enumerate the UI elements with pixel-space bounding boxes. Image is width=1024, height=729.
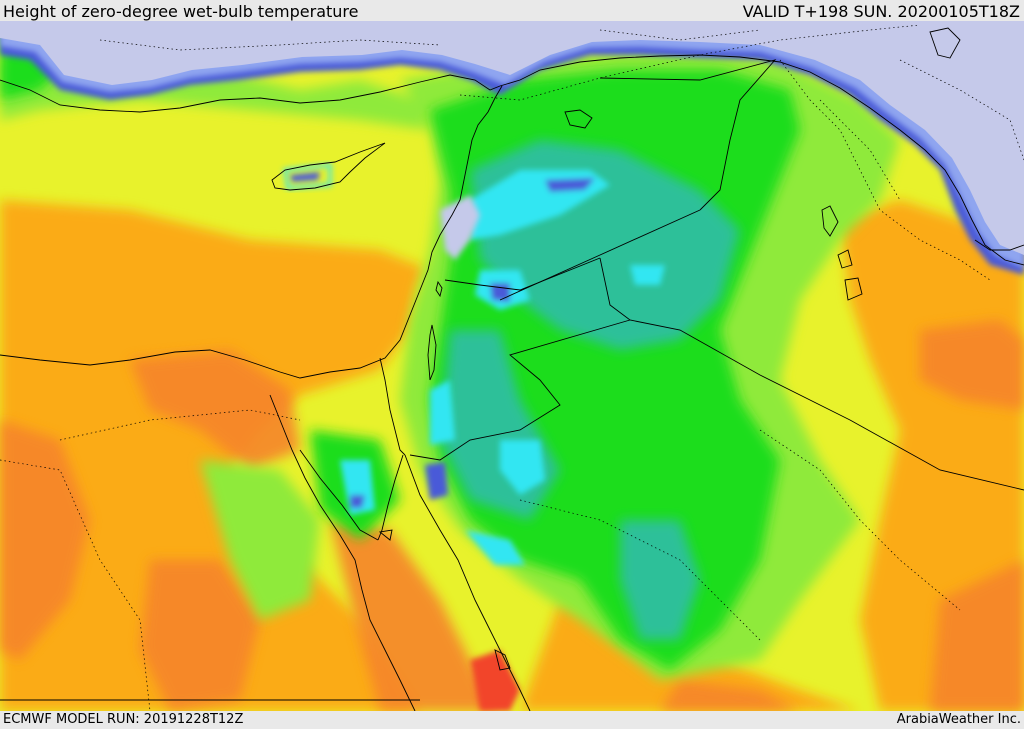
band-cyan-jordan — [500, 440, 545, 495]
coastline-iraq-lakes — [821, 205, 863, 301]
border-egypt-libya — [0, 459, 151, 711]
band-teal-south — [620, 520, 700, 640]
model-run-label: ECMWF MODEL RUN: 20191228T12Z — [3, 712, 244, 727]
valid-time: VALID T+198 SUN. 20200105T18Z — [742, 2, 1020, 21]
band-dark-orange-sinai-south — [130, 350, 300, 470]
band-dark-orange-southeast — [930, 560, 1024, 711]
coastline-gulf-of-aqaba — [377, 454, 404, 541]
border-saudi-iraq — [599, 257, 1024, 491]
coastline-sinai-west — [299, 449, 379, 541]
band-blue-lebanon — [545, 178, 595, 192]
border-egypt-admin — [59, 409, 301, 441]
map-title: Height of zero-degree wet-bulb temperatu… — [3, 2, 359, 21]
band-cyan-coast — [430, 380, 455, 445]
coastline-lake-van — [929, 27, 961, 59]
band-dark-orange-red-sea — [330, 520, 500, 711]
band-cyan-east — [630, 265, 665, 285]
coastline-turkey-south — [0, 54, 1024, 266]
header-bar: Height of zero-degree wet-bulb temperatu… — [0, 0, 1024, 21]
band-blue-cyprus-ring — [283, 163, 332, 190]
band-orange-mediterranean — [0, 200, 425, 370]
coastline-red-sea-islands — [378, 529, 511, 671]
coastline-mediterranean-south — [0, 85, 503, 379]
band-light-green-egypt — [200, 460, 320, 620]
border-turkey-provinces — [99, 29, 901, 201]
band-dark-orange-egypt-west — [0, 420, 90, 660]
region-sea-north — [0, 21, 1024, 255]
coastline-lake-assad — [564, 109, 593, 129]
credit-label: ArabiaWeather Inc. — [896, 712, 1021, 727]
border-egypt-israel — [379, 357, 406, 456]
coastline-lake-tiberias — [435, 280, 443, 298]
coastline-gulf-of-suez — [269, 394, 416, 711]
coastline-persian-gulf — [974, 239, 1024, 251]
border-saudi-internal — [759, 429, 961, 611]
band-blue-south-syria — [490, 283, 510, 302]
band-cyan-hejaz — [465, 530, 525, 565]
band-blue-aqaba — [425, 462, 448, 500]
band-dark-orange-arabia — [920, 320, 1024, 410]
coastline-dead-sea — [427, 324, 437, 381]
coastline-arabia-red-sea — [404, 454, 531, 711]
band-cyan-sinai — [340, 460, 375, 515]
region-sea-lebanon-coast — [440, 195, 480, 260]
border-syria-iraq — [599, 59, 777, 211]
border-saudi-admin — [519, 499, 761, 641]
coastline-cyprus — [271, 142, 386, 191]
band-blue-sinai — [350, 495, 365, 508]
border-jordan-saudi — [409, 319, 631, 461]
band-dark-orange-nile — [140, 560, 260, 711]
footer-bar: ECMWF MODEL RUN: 20191228T12Z ArabiaWeat… — [0, 711, 1024, 729]
band-blue-cyprus — [290, 172, 320, 182]
band-dark-orange-south-centre — [660, 680, 800, 711]
border-jordan-syria — [444, 257, 601, 291]
map-canvas — [0, 21, 1024, 711]
